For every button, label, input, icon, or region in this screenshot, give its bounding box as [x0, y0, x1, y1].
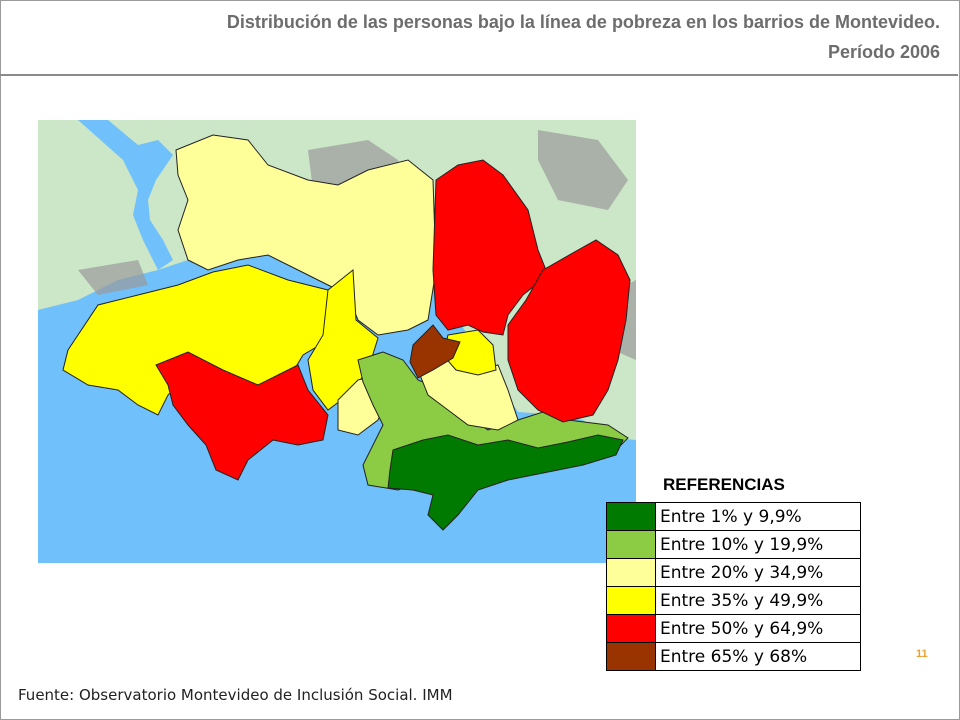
legend-row: Entre 35% y 49,9% [606, 586, 861, 615]
legend-table: Entre 1% y 9,9% Entre 10% y 19,9% Entre 20… [606, 502, 861, 671]
legend-label: Entre 10% y 19,9% [655, 530, 861, 559]
legend-swatch [606, 586, 656, 615]
legend-label: Entre 65% y 68% [655, 642, 861, 671]
legend-label: Entre 50% y 64,9% [655, 614, 861, 643]
title-line-2: Período 2006 [827, 42, 940, 62]
legend-title: REFERENCIAS [663, 475, 785, 494]
legend-swatch [606, 502, 656, 531]
title-bar: Distribución de las personas bajo la lín… [0, 0, 958, 76]
montevideo-poverty-map [38, 120, 636, 563]
zone-50-64-ne [432, 159, 549, 336]
legend-label: Entre 35% y 49,9% [655, 586, 861, 615]
zone-50-64-east [507, 239, 631, 423]
zone-20-34-nw [175, 134, 437, 336]
zone-1-9-south [387, 434, 624, 531]
source-note: Fuente: Observatorio Montevideo de Inclu… [18, 686, 453, 704]
legend-swatch [606, 558, 656, 587]
legend-row: Entre 20% y 34,9% [606, 558, 861, 587]
page-number: 11 [916, 648, 928, 660]
legend-swatch [606, 614, 656, 643]
legend-row: Entre 50% y 64,9% [606, 614, 861, 643]
title-line-1: Distribución de las personas bajo la lín… [226, 12, 940, 32]
legend-row: Entre 10% y 19,9% [606, 530, 861, 559]
zone-50-64-west [155, 351, 329, 481]
legend-label: Entre 20% y 34,9% [655, 558, 861, 587]
legend-swatch [606, 530, 656, 559]
zone-65-68 [409, 324, 461, 379]
river [78, 120, 173, 270]
legend-label: Entre 1% y 9,9% [655, 502, 861, 531]
legend-row: Entre 1% y 9,9% [606, 502, 861, 531]
legend-row: Entre 65% y 68% [606, 642, 861, 671]
legend-swatch [606, 642, 656, 671]
